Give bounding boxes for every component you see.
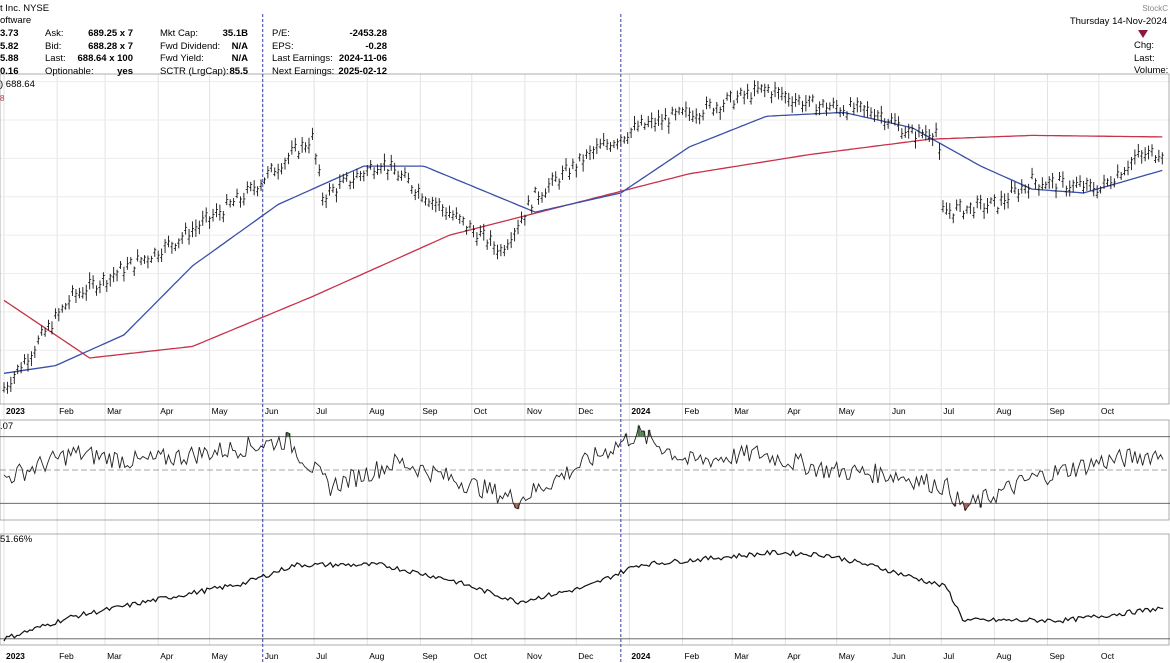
stat-left-value: 3.73 xyxy=(0,28,19,39)
x-tick-label: Mar xyxy=(107,651,122,661)
ma50-line xyxy=(3,111,1163,374)
chart-plot xyxy=(0,30,1170,642)
x-tick-label: Apr xyxy=(787,651,800,661)
x-tick-label: Feb xyxy=(685,651,700,661)
quote-label: Optionable: xyxy=(45,65,94,77)
down-triangle-icon xyxy=(1138,30,1148,38)
fundamental-value: N/A xyxy=(231,53,248,64)
sector-label: oftware xyxy=(0,15,32,26)
x-tick-label: Jul xyxy=(316,651,327,661)
x-tick-label: Apr xyxy=(160,651,173,661)
x-tick-label: Jun xyxy=(265,651,279,661)
quote-label: Last: xyxy=(45,53,66,64)
right-label: Last: xyxy=(1134,52,1155,64)
earnings-value: -0.28 xyxy=(365,40,387,52)
x-tick-label: Jul xyxy=(316,406,327,416)
x-tick-label: May xyxy=(212,651,229,661)
x-tick-label: Mar xyxy=(734,406,749,416)
x-tick-label: Sep xyxy=(422,406,437,416)
chart-grid xyxy=(0,74,1170,645)
x-tick-label: 2024 xyxy=(631,406,650,416)
x-tick-label: Oct xyxy=(1101,406,1115,416)
x-tick-label: May xyxy=(839,651,856,661)
x-tick-label: Apr xyxy=(787,406,800,416)
x-tick-label: Dec xyxy=(578,651,594,661)
pane-frame xyxy=(0,533,1170,646)
fundamental-value: N/A xyxy=(231,40,248,52)
earnings-value: -2453.28 xyxy=(349,28,387,39)
x-tick-label: Oct xyxy=(474,651,488,661)
x-tick-label: Oct xyxy=(474,406,488,416)
x-tick-label: Jun xyxy=(892,406,906,416)
vertical-markers xyxy=(262,14,622,663)
x-tick-label: Dec xyxy=(578,406,594,416)
right-label: Chg: xyxy=(1134,40,1155,51)
price-legend-prefix: 8 xyxy=(0,94,5,103)
x-tick-label: Jun xyxy=(892,651,906,661)
chart-date: Thursday 14-Nov-2024 xyxy=(1069,16,1167,27)
x-tick-label: Nov xyxy=(527,651,543,661)
earnings-label: P/E: xyxy=(272,28,290,39)
x-tick-label: Sep xyxy=(1049,651,1064,661)
fundamental-label: Fwd Yield: xyxy=(160,53,204,64)
chart-panes xyxy=(0,73,1170,646)
price-bars xyxy=(2,80,1164,394)
pane-frame xyxy=(0,73,1170,405)
earnings-label: EPS: xyxy=(272,40,294,52)
fundamental-label: Fwd Dividend: xyxy=(160,40,221,52)
x-tick-label: Feb xyxy=(59,651,74,661)
x-tick-label: Mar xyxy=(734,651,749,661)
rsi-legend: .07 xyxy=(0,421,14,432)
rs-line xyxy=(3,549,1164,642)
stat-left-value: 0.16 xyxy=(0,65,19,77)
x-tick-label: Jul xyxy=(943,406,954,416)
x-tick-label: Jun xyxy=(265,406,279,416)
x-tick-label: Aug xyxy=(996,651,1011,661)
chart-title: t Inc. NYSE xyxy=(0,3,50,14)
price-legend: ) 688.64 xyxy=(0,79,35,90)
quote-label: Ask: xyxy=(45,28,64,39)
right-label: Volume: xyxy=(1134,65,1169,76)
x-tick-label: Oct xyxy=(1101,651,1115,661)
fundamental-label: SCTR (LrgCap): xyxy=(160,65,229,77)
x-tick-label: Mar xyxy=(107,406,122,416)
x-tick-label: Feb xyxy=(685,406,700,416)
quote-value: 689.25 x 7 xyxy=(88,28,133,39)
x-tick-label: Apr xyxy=(160,406,173,416)
x-tick-label: 2023 xyxy=(6,651,25,661)
rsi-line xyxy=(3,424,1164,512)
x-tick-label: Sep xyxy=(1049,406,1064,416)
pane-frame xyxy=(0,419,1170,521)
x-tick-label: Aug xyxy=(369,406,384,416)
watermark: StockC xyxy=(1142,4,1168,13)
fundamental-value: 85.5 xyxy=(229,65,249,77)
quote-value: 688.28 x 7 xyxy=(88,40,133,52)
stat-left-value: 5.82 xyxy=(0,40,19,52)
fundamental-value: 35.1B xyxy=(222,28,248,39)
x-tick-label: 2023 xyxy=(6,406,25,416)
x-tick-label: Sep xyxy=(422,651,437,661)
rs-legend: 51.66% xyxy=(0,534,33,545)
earnings-label: Next Earnings: xyxy=(272,65,335,77)
fundamental-label: Mkt Cap: xyxy=(160,28,199,39)
x-tick-label: Aug xyxy=(369,651,384,661)
x-tick-label: Aug xyxy=(996,406,1011,416)
x-tick-label: May xyxy=(212,406,229,416)
stat-left-value: 5.88 xyxy=(0,53,19,64)
x-tick-label: May xyxy=(839,406,856,416)
x-tick-label: Nov xyxy=(527,406,543,416)
earnings-label: Last Earnings: xyxy=(272,53,333,64)
quote-label: Bid: xyxy=(45,40,62,52)
quote-value: yes xyxy=(117,65,133,77)
earnings-value: 2025-02-12 xyxy=(338,65,387,77)
x-axis: 2023 2023 Feb Feb Mar Mar Apr Apr May May Jun Jun Ju… xyxy=(6,406,1115,661)
quote-value: 688.64 x 100 xyxy=(77,53,133,64)
x-tick-label: Jul xyxy=(943,651,954,661)
x-tick-label: 2024 xyxy=(631,651,650,661)
earnings-value: 2024-11-06 xyxy=(338,53,387,64)
x-tick-label: Feb xyxy=(59,406,74,416)
